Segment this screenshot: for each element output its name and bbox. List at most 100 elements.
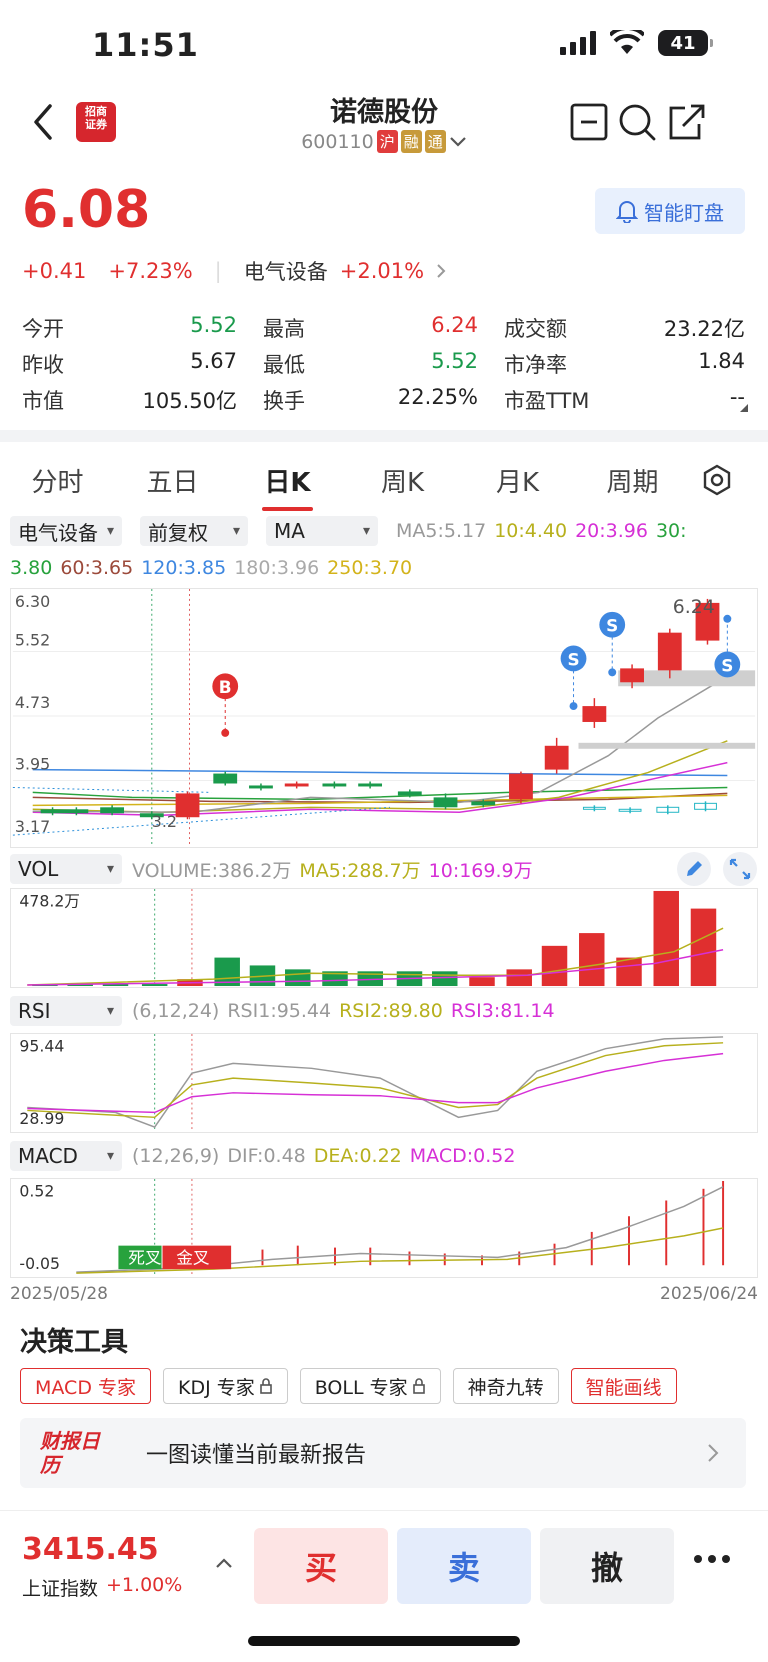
tab-period[interactable]: 周期	[606, 467, 659, 498]
stat-value: 6.24	[431, 313, 478, 337]
sector-dropdown[interactable]: 电气设备	[10, 516, 122, 546]
dead-cross-badge	[118, 1245, 162, 1270]
sell-marker-2-text: S	[606, 616, 618, 636]
rsi-y-bottom: 28.99	[19, 1109, 64, 1128]
boll-expert-button[interactable]: BOLL 专家	[299, 1368, 441, 1404]
chevron-up-icon[interactable]	[214, 1556, 234, 1570]
buy-marker[interactable]	[212, 673, 239, 700]
tab-monthly-k[interactable]: 月K	[495, 467, 540, 498]
back-icon[interactable]	[28, 100, 64, 144]
y-label-4: 3.17	[15, 817, 50, 836]
legend-item: DIF:0.48	[227, 1145, 306, 1167]
legend-item: 20:3.96	[575, 520, 648, 542]
low-price-label: 3.2	[152, 812, 177, 831]
candle-body	[175, 793, 200, 818]
sell-button[interactable]: 卖	[397, 1528, 531, 1604]
tab-daily-k[interactable]: 日K	[230, 462, 345, 511]
change-row: +0.41 +7.23% | 电气设备 +2.01%	[22, 256, 446, 286]
sell-marker-2[interactable]	[599, 611, 626, 638]
stat-row: 市值 105.50亿 换手 22.25% 市盈TTM --	[22, 382, 746, 418]
y-label-0: 6.30	[15, 592, 50, 611]
legend-item: VOLUME:386.2万	[132, 859, 292, 882]
adjust-dropdown[interactable]: 前复权	[140, 516, 248, 546]
macd-dropdown[interactable]: MACD	[10, 1141, 122, 1171]
settings-icon[interactable]	[700, 463, 734, 497]
expand-icon[interactable]	[722, 851, 758, 887]
smart-draw-button[interactable]: 智能画线	[570, 1368, 677, 1404]
candle-body	[694, 802, 717, 810]
sell-marker-3-text: S	[721, 655, 733, 675]
sector-link[interactable]: 电气设备 +2.01%	[244, 256, 446, 286]
legend-item: RSI1:95.44	[227, 1000, 332, 1022]
legend-item: 3.80	[10, 557, 53, 579]
kline-chart[interactable]: B S S S 6.30 5.52 4.73 3.95 3.17 3.2 6.2…	[10, 588, 758, 848]
macd-y-bottom: -0.05	[19, 1254, 60, 1273]
sell-marker-1[interactable]	[560, 645, 587, 672]
volume-bar	[322, 971, 348, 987]
ma-dropdown[interactable]: MA	[266, 516, 378, 546]
volume-bar	[616, 957, 642, 987]
sell-marker-3[interactable]	[714, 651, 741, 678]
ma-legend: MA5:5.17 10:4.40 20:3.96 30:	[396, 520, 687, 542]
legend-item: DEA:0.22	[313, 1145, 402, 1167]
rsi-dropdown[interactable]: RSI	[10, 996, 122, 1026]
search-icon[interactable]	[615, 100, 659, 144]
edit-icon[interactable]	[676, 851, 712, 887]
dea-line	[76, 1227, 724, 1274]
vol-ma5-line	[27, 927, 724, 986]
stat-value: 5.52	[190, 313, 237, 337]
volume-bar	[690, 908, 717, 987]
kdj-expert-label: KDJ 专家	[178, 1376, 255, 1399]
cancel-button[interactable]: 撤	[540, 1528, 674, 1604]
index-name-row[interactable]: 上证指数 +1.00%	[22, 1574, 182, 1601]
vol-dropdown[interactable]: VOL	[10, 854, 122, 884]
more-icon[interactable]	[692, 1552, 732, 1566]
stock-code-row[interactable]: 600110 沪 融 通	[0, 130, 768, 153]
index-price[interactable]: 3415.45	[22, 1532, 159, 1567]
smart-watch-button[interactable]: 智能盯盘	[595, 188, 745, 234]
support-band	[578, 742, 756, 749]
tab-minute[interactable]: 分时	[31, 467, 84, 498]
tab-five-day[interactable]: 五日	[146, 467, 199, 498]
stat-label: 成交额	[504, 317, 567, 341]
vol-y-label: 478.2万	[19, 892, 80, 911]
legend-item: 120:3.85	[141, 557, 227, 579]
stat-cell: 市净率 1.84	[504, 349, 745, 379]
golden-cross-text: 金叉	[176, 1248, 210, 1267]
index-change: +1.00%	[106, 1574, 183, 1596]
trend-line	[12, 806, 390, 836]
report-card[interactable]: 财报日历 一图读懂当前最新报告	[20, 1418, 746, 1488]
chevron-down-icon	[450, 136, 466, 147]
candle-body	[64, 809, 89, 814]
macd-expert-button[interactable]: MACD 专家	[20, 1368, 151, 1404]
candle-body	[471, 801, 496, 806]
candle-body	[544, 745, 569, 770]
legend-item: MA5:288.7万	[299, 859, 421, 882]
minus-square-icon[interactable]	[567, 100, 611, 144]
bell-icon	[616, 201, 638, 223]
legend-item: 60:3.65	[60, 557, 134, 579]
candle-body	[509, 773, 533, 800]
share-icon[interactable]	[665, 100, 709, 144]
corner-arrow-icon[interactable]	[740, 404, 748, 412]
buy-button[interactable]: 买	[254, 1528, 388, 1604]
volume-bar	[432, 971, 458, 987]
tab-weekly-k[interactable]: 周K	[380, 467, 425, 498]
tag-hu: 沪	[376, 130, 398, 153]
date-start: 2025/05/28	[10, 1284, 108, 1304]
kdj-expert-button[interactable]: KDJ 专家	[163, 1368, 288, 1404]
volume-bar	[541, 945, 568, 987]
volume-chart[interactable]: 478.2万	[10, 888, 758, 988]
legend-item: (12,26,9)	[132, 1145, 220, 1167]
stat-cell: 今开 5.52	[22, 313, 263, 343]
candle-body	[397, 791, 422, 796]
rsi-chart[interactable]: 95.44 28.99	[10, 1033, 758, 1133]
stat-cell: 市值 105.50亿	[22, 385, 263, 415]
macd-chart[interactable]: 0.52 -0.05 死叉 金叉	[10, 1178, 758, 1278]
lock-icon	[259, 1378, 272, 1394]
rsi3-line	[27, 1052, 724, 1114]
candle-body	[618, 808, 642, 812]
magic-nine-button[interactable]: 神奇九转	[452, 1368, 559, 1404]
golden-cross-badge	[162, 1245, 232, 1270]
stat-cell: 最低 5.52	[263, 349, 504, 379]
